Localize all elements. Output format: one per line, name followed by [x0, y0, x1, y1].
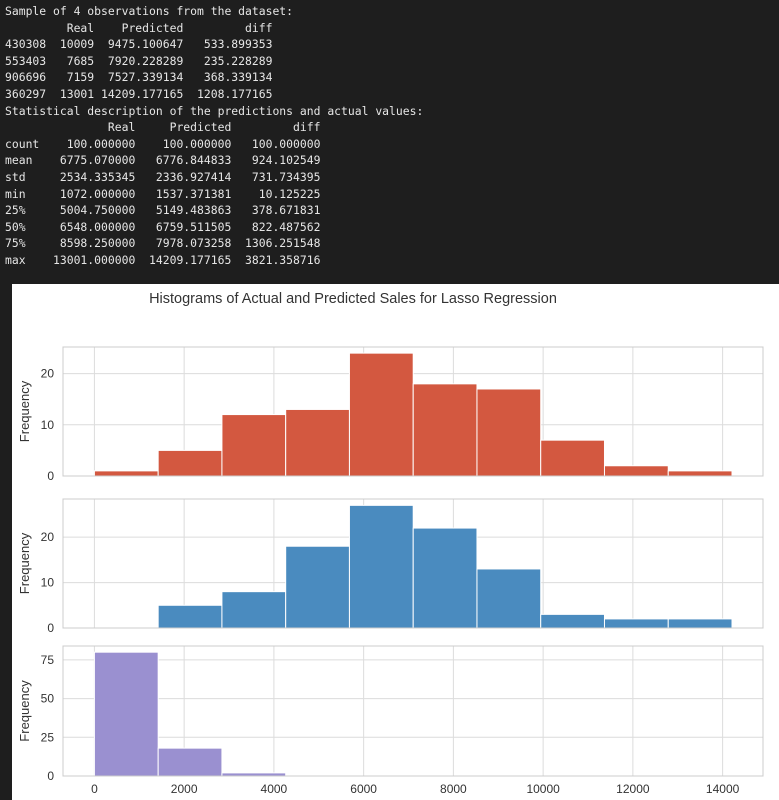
stats-row: 75% 8598.250000 7978.073258 1306.251548 [5, 236, 321, 251]
sample-row: 360297 13001 14209.177165 1208.177165 [5, 86, 273, 101]
histogram-bar [603, 618, 669, 629]
histogram-bar [348, 352, 414, 477]
sample-column-header: Real Predicted diff [66, 20, 273, 35]
y-axis-label: Frequency [17, 532, 32, 594]
stats-row: std 2534.335345 2336.927414 731.734395 [5, 169, 321, 184]
histogram-bar [540, 613, 605, 629]
stats-table: Real Predicted diff count 100.000000 100… [5, 119, 779, 268]
stats-row: mean 6775.070000 6776.844833 924.102549 [5, 153, 321, 168]
chart-title: Histograms of Actual and Predicted Sales… [149, 291, 557, 307]
stats-row: 25% 5004.750000 5149.483863 378.671831 [5, 203, 321, 218]
y-axis-label: Frequency [17, 380, 32, 442]
histogram-bar [285, 545, 350, 629]
histogram-bar [221, 414, 287, 477]
histogram-bar [157, 604, 223, 629]
y-axis-label: Frequency [17, 680, 32, 742]
histogram-bar [285, 408, 350, 477]
histogram-bar [157, 747, 223, 777]
histogram-bar [476, 568, 542, 629]
x-tick-label: 0 [91, 782, 98, 796]
plot-frame [62, 346, 764, 477]
y-tick-label: 50 [41, 692, 55, 706]
plot-frame [62, 498, 764, 629]
stats-header: Statistical description of the predictio… [5, 103, 424, 118]
y-tick-label: 0 [47, 769, 54, 783]
y-tick-label: 20 [41, 530, 55, 544]
histogram-bar [667, 470, 733, 477]
histogram-bar [93, 651, 159, 777]
sample-row: 906696 7159 7527.339134 368.339134 [5, 70, 273, 85]
histogram-panel: 0 10 20 Frequency [17, 346, 764, 483]
histogram-bar [603, 465, 669, 477]
x-tick-label: 6000 [350, 782, 377, 796]
histogram-bar [412, 383, 478, 477]
sample-header: Sample of 4 observations from the datase… [5, 4, 294, 18]
x-tick-label: 2000 [171, 782, 198, 796]
histogram-bar [348, 504, 414, 629]
histogram-bar [476, 388, 542, 477]
sample-row: 553403 7685 7920.228289 235.228289 [5, 53, 273, 68]
histogram-panel: 0 25 50 75 Frequency [17, 645, 764, 783]
plot-frame [62, 645, 764, 777]
histogram-bar [412, 527, 478, 629]
histogram-figure: Histograms of Actual and Predicted Sales… [12, 284, 779, 800]
stats-column-header: Real Predicted diff [107, 120, 321, 135]
y-tick-label: 20 [41, 367, 55, 381]
sample-table: Real Predicted diff 430308 10009 9475.10… [5, 20, 779, 103]
x-tick-label: 14000 [706, 782, 740, 796]
histogram-bar [540, 439, 605, 477]
y-tick-label: 0 [47, 621, 54, 635]
x-tick-label: 10000 [526, 782, 560, 796]
stats-row: 50% 6548.000000 6759.511505 822.487562 [5, 219, 321, 234]
histogram-bar [221, 591, 287, 629]
x-tick-label: 4000 [261, 782, 288, 796]
y-tick-label: 75 [41, 653, 55, 667]
histogram-panel: 0 10 20 Frequency [17, 498, 764, 635]
x-tick-label: 8000 [440, 782, 467, 796]
x-tick-label: 12000 [616, 782, 650, 796]
y-tick-label: 25 [41, 730, 55, 744]
stats-row: min 1072.000000 1537.371381 10.125225 [5, 186, 321, 201]
y-tick-label: 10 [41, 576, 55, 590]
y-tick-label: 10 [41, 418, 55, 432]
sample-row: 430308 10009 9475.100647 533.899353 [5, 37, 273, 52]
console-output: Sample of 4 observations from the datase… [0, 0, 779, 284]
stats-row: max 13001.000000 14209.177165 3821.35871… [5, 252, 321, 267]
stats-row: count 100.000000 100.000000 100.000000 [5, 136, 321, 151]
histogram-bar [667, 618, 733, 629]
histogram-bar [93, 470, 159, 477]
histogram-bar [157, 449, 223, 477]
y-tick-label: 0 [47, 469, 54, 483]
histogram-chart: Histograms of Actual and Predicted Sales… [17, 291, 764, 796]
